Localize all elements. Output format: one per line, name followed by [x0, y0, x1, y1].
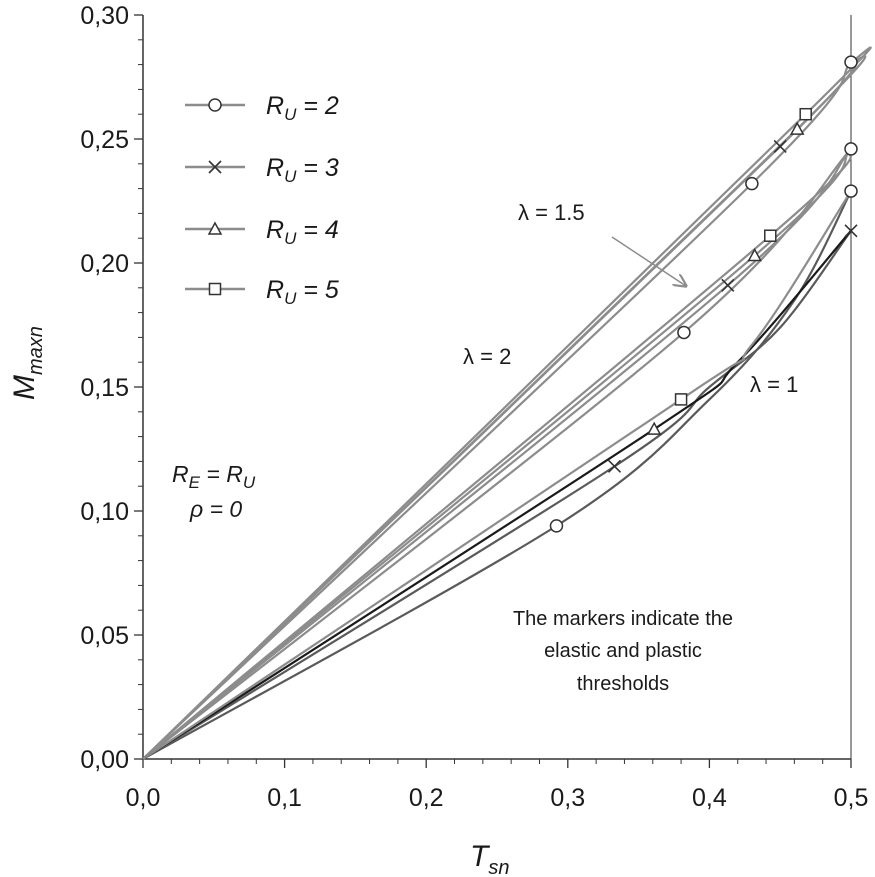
- series-line-lambda1-ru3: [142, 230, 852, 760]
- x-tick-label: 0,3: [550, 784, 585, 812]
- x-axis-title: Tsn: [470, 840, 509, 877]
- svg-text:The markers indicate the: The markers indicate the: [513, 608, 733, 630]
- x-tick-label: 0,1: [267, 784, 302, 812]
- marker-circle-lambda2-ru2: [745, 176, 759, 191]
- marker-square-lambda15-ru5: [764, 229, 777, 242]
- marker-circle-lambda15-ru2: [677, 325, 691, 340]
- svg-text:RU = 4: RU = 4: [266, 216, 339, 248]
- y-axis-title: Mmaxn: [8, 326, 47, 400]
- marker-cross-lambda1-ru3: [607, 459, 622, 473]
- marker-circle-lambda1-ru2: [549, 519, 564, 533]
- legend-triangle-marker: [207, 221, 223, 235]
- svg-text:RU = 2: RU = 2: [266, 92, 339, 124]
- annotation-lambda-1-5: λ = 1.5: [518, 200, 585, 225]
- series-line-lambda15-ru2: [142, 148, 852, 760]
- series-line-lambda1-ru4: [142, 230, 852, 760]
- series-line-lambda1-ru2: [142, 190, 852, 760]
- legend-entry-ru2: RU = 2: [185, 92, 339, 124]
- marker-triangle-lambda15-ru4: [747, 247, 762, 262]
- svg-text:RU = 3: RU = 3: [266, 154, 339, 186]
- series-line-lambda15-ru5: [142, 148, 852, 760]
- lambda-1-5-arrow: [611, 236, 686, 286]
- y-tick-label: 0,25: [80, 126, 129, 154]
- annotation-re-ru: RE = RU: [172, 461, 256, 492]
- axis-ticks: 0,0 0,1 0,2 0,3 0,4 0,5 0,00 0,05 0,10 0,15 0,20 0,…: [80, 2, 868, 812]
- legend-entry-ru3: RU = 3: [185, 154, 339, 186]
- legend-entry-ru4: RU = 4: [185, 216, 339, 248]
- annotation-lambda-2: λ = 2: [463, 344, 511, 369]
- svg-text:thresholds: thresholds: [577, 673, 669, 695]
- y-tick-label: 0,20: [80, 250, 129, 278]
- annotation-rho: ρ = 0: [189, 496, 242, 522]
- marker-circle-lambda2-ru2: [844, 55, 858, 69]
- legend: RU = 2 RU = 3 RU = 4 RU = 5: [185, 92, 339, 308]
- marker-cross-lambda15-ru3: [721, 278, 735, 292]
- marker-cross-lambda1-ru3: [844, 224, 858, 238]
- markers-note: The markers indicate the elastic and pla…: [513, 608, 733, 695]
- x-tick-label: 0,5: [834, 784, 869, 812]
- svg-text:elastic and plastic: elastic and plastic: [544, 640, 702, 662]
- legend-square-marker: [208, 282, 222, 296]
- plot-area: [142, 15, 852, 760]
- marker-triangle-lambda2-ru4: [789, 121, 805, 135]
- legend-circle-marker: [208, 98, 222, 112]
- marker-layer: [549, 55, 858, 533]
- marker-square-lambda2-ru5: [799, 107, 812, 121]
- marker-triangle-lambda1-ru4: [646, 421, 662, 435]
- series-line-lambda1-ru5: [142, 190, 852, 760]
- x-tick-label: 0,4: [692, 784, 727, 812]
- legend-cross-marker: [208, 160, 222, 174]
- series-line-lambda15-ru3: [142, 148, 852, 760]
- y-tick-label: 0,05: [80, 622, 129, 650]
- annotation-lambda-1: λ = 1: [750, 372, 798, 397]
- x-tick-label: 0,0: [126, 784, 161, 812]
- legend-entry-ru5: RU = 5: [185, 276, 339, 308]
- series-line-lambda2-ru5: [142, 46, 872, 760]
- marker-cross-lambda2-ru3: [773, 139, 787, 154]
- marker-square-lambda1-ru5: [674, 393, 688, 406]
- svg-text:RU = 5: RU = 5: [266, 276, 339, 308]
- y-tick-label: 0,10: [80, 498, 129, 526]
- y-tick-label: 0,00: [80, 746, 129, 774]
- series-layer: [142, 46, 872, 760]
- series-line-lambda15-ru4: [142, 148, 852, 760]
- y-tick-label: 0,30: [80, 2, 129, 30]
- y-tick-label: 0,15: [80, 374, 129, 402]
- marker-circle-lambda15-ru2: [844, 142, 858, 156]
- marker-circle-lambda1-ru2: [844, 184, 858, 198]
- x-tick-label: 0,2: [409, 784, 444, 812]
